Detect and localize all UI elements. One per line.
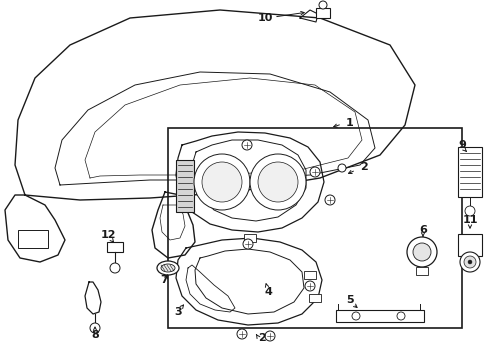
Circle shape (264, 331, 274, 341)
Circle shape (249, 154, 305, 210)
Circle shape (412, 243, 430, 261)
Circle shape (337, 164, 346, 172)
Text: 1: 1 (346, 118, 353, 128)
Text: 5: 5 (346, 295, 353, 305)
Bar (335, 310, 423, 322)
Bar (308, 294, 320, 302)
Text: 2: 2 (359, 162, 367, 172)
Circle shape (194, 154, 249, 210)
Circle shape (396, 312, 404, 320)
Text: 8: 8 (91, 330, 99, 340)
Bar (457, 234, 481, 256)
Text: 7: 7 (160, 275, 167, 285)
Bar (315, 8, 329, 18)
Bar (168, 128, 461, 328)
Bar (457, 147, 481, 197)
Text: 12: 12 (100, 230, 116, 240)
Text: 3: 3 (174, 307, 182, 317)
Ellipse shape (161, 264, 175, 272)
Circle shape (258, 162, 297, 202)
Circle shape (309, 167, 319, 177)
Circle shape (243, 239, 252, 249)
Circle shape (467, 260, 471, 264)
Circle shape (406, 237, 436, 267)
Circle shape (110, 263, 120, 273)
Bar (244, 234, 256, 242)
Text: 2: 2 (258, 333, 265, 343)
Text: 4: 4 (264, 287, 271, 297)
Bar (304, 271, 315, 279)
Circle shape (237, 329, 246, 339)
Circle shape (459, 252, 479, 272)
Circle shape (463, 256, 475, 268)
Bar (107, 242, 123, 252)
Text: 9: 9 (457, 140, 465, 150)
Ellipse shape (157, 261, 179, 275)
Text: 10: 10 (257, 13, 272, 23)
Bar (18, 230, 48, 248)
Circle shape (464, 206, 474, 216)
Text: 11: 11 (461, 215, 477, 225)
Circle shape (325, 195, 334, 205)
Circle shape (242, 140, 251, 150)
Circle shape (202, 162, 242, 202)
Bar (415, 267, 427, 275)
Circle shape (90, 323, 100, 333)
Text: 6: 6 (418, 225, 426, 235)
Circle shape (318, 1, 326, 9)
Bar (176, 160, 194, 212)
Circle shape (305, 281, 314, 291)
Circle shape (351, 312, 359, 320)
